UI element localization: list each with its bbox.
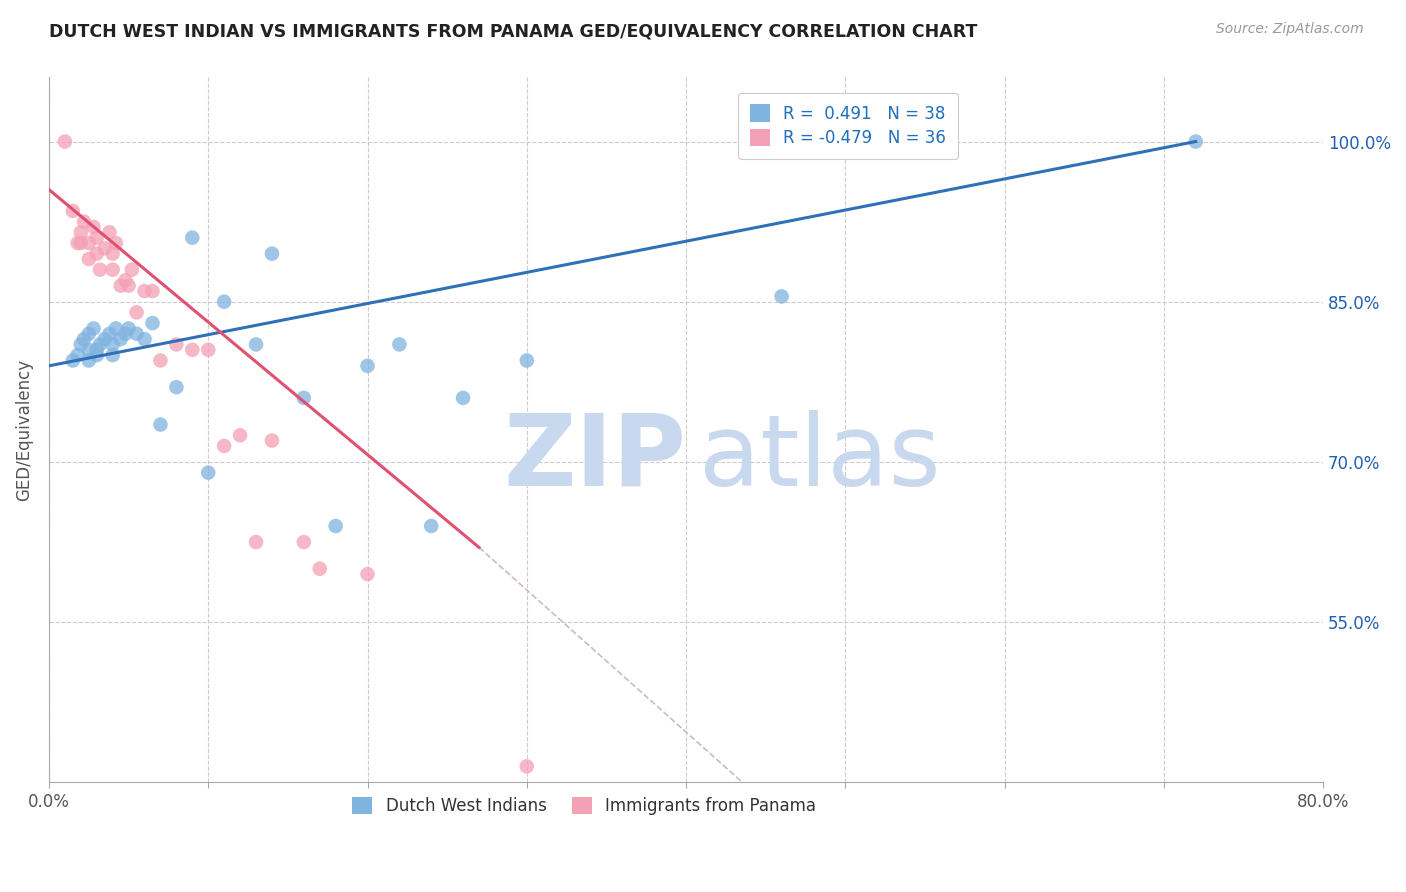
Point: [98, 326, 121, 341]
Point: [86, 230, 108, 244]
Point: [69, 225, 91, 239]
Point: [229, 428, 252, 442]
Point: [121, 262, 143, 277]
Point: [292, 535, 315, 549]
Y-axis label: GED/Equivalency: GED/Equivalency: [15, 359, 32, 501]
Text: DUTCH WEST INDIAN VS IMMIGRANTS FROM PANAMA GED/EQUIVALENCY CORRELATION CHART: DUTCH WEST INDIAN VS IMMIGRANTS FROM PAN…: [49, 22, 977, 40]
Point: [110, 332, 132, 346]
Point: [83, 321, 105, 335]
Point: [62, 203, 84, 218]
Point: [117, 278, 139, 293]
Point: [141, 284, 163, 298]
Point: [125, 305, 148, 319]
Point: [260, 434, 283, 448]
Point: [66, 235, 89, 250]
Point: [245, 535, 267, 549]
Point: [356, 567, 378, 582]
Point: [212, 439, 235, 453]
Point: [181, 230, 204, 244]
Point: [73, 214, 96, 228]
Point: [114, 273, 136, 287]
Point: [104, 235, 127, 250]
Point: [86, 246, 108, 260]
Point: [245, 337, 267, 351]
Point: [110, 278, 132, 293]
Point: [77, 326, 100, 341]
Point: [1184, 135, 1206, 149]
Point: [101, 246, 124, 260]
Point: [149, 417, 172, 432]
Point: [101, 262, 124, 277]
Point: [141, 316, 163, 330]
Point: [77, 343, 100, 357]
Point: [77, 252, 100, 266]
Point: [53, 135, 76, 149]
Point: [149, 353, 172, 368]
Point: [89, 262, 111, 277]
Point: [101, 348, 124, 362]
Point: [134, 284, 156, 298]
Point: [197, 343, 219, 357]
Point: [292, 391, 315, 405]
Point: [516, 759, 538, 773]
Point: [98, 225, 121, 239]
Point: [516, 353, 538, 368]
Point: [66, 348, 89, 362]
Point: [93, 241, 115, 255]
Point: [77, 353, 100, 368]
Point: [117, 321, 139, 335]
Point: [69, 337, 91, 351]
Point: [420, 519, 443, 533]
Point: [73, 332, 96, 346]
Point: [197, 466, 219, 480]
Point: [308, 562, 330, 576]
Point: [356, 359, 378, 373]
Text: Source: ZipAtlas.com: Source: ZipAtlas.com: [1216, 22, 1364, 37]
Point: [77, 235, 100, 250]
Point: [325, 519, 347, 533]
Point: [86, 348, 108, 362]
Point: [93, 332, 115, 346]
Point: [125, 326, 148, 341]
Point: [165, 337, 187, 351]
Point: [114, 326, 136, 341]
Point: [770, 289, 793, 303]
Point: [134, 332, 156, 346]
Point: [83, 219, 105, 234]
Point: [260, 246, 283, 260]
Text: atlas: atlas: [699, 409, 941, 507]
Point: [69, 235, 91, 250]
Point: [101, 337, 124, 351]
Point: [181, 343, 204, 357]
Text: ZIP: ZIP: [503, 409, 686, 507]
Point: [89, 337, 111, 351]
Legend: Dutch West Indians, Immigrants from Panama: Dutch West Indians, Immigrants from Pana…: [342, 787, 825, 825]
Point: [62, 353, 84, 368]
Point: [388, 337, 411, 351]
Point: [104, 321, 127, 335]
Point: [165, 380, 187, 394]
Point: [451, 391, 474, 405]
Point: [212, 294, 235, 309]
Point: [86, 343, 108, 357]
